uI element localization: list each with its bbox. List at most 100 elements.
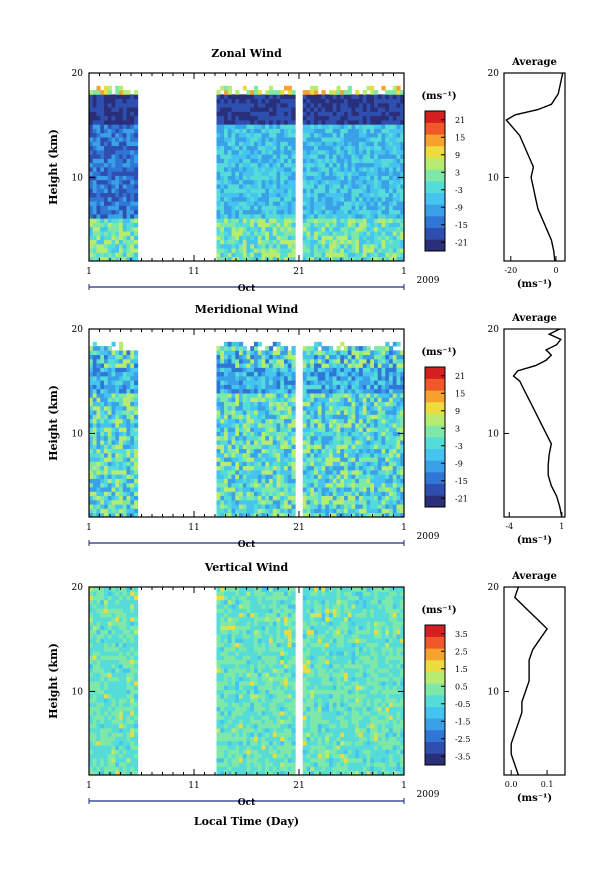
heatmap-cell <box>325 440 330 445</box>
heatmap-cell <box>231 448 236 454</box>
heatmap-cell <box>96 85 101 91</box>
heatmap-cell <box>321 448 326 454</box>
heatmap-cell <box>235 435 240 441</box>
heatmap-cell <box>100 239 105 245</box>
heatmap-cell <box>287 393 292 398</box>
heatmap-cell <box>317 388 322 394</box>
heatmap-cell <box>261 137 266 142</box>
heatmap-cell <box>130 435 135 441</box>
heatmap-cell <box>96 487 101 492</box>
heatmap-cell <box>115 171 120 176</box>
month-label: Oct <box>238 284 256 294</box>
heatmap-cell <box>340 226 345 232</box>
heatmap-cell <box>239 457 244 462</box>
heatmap-cell <box>250 431 255 437</box>
heatmap-cell <box>261 452 266 458</box>
heatmap-cell <box>280 248 285 253</box>
heatmap-cell <box>329 102 334 108</box>
heatmap-cell <box>381 410 386 415</box>
heatmap-cell <box>250 440 255 445</box>
heatmap-cell <box>126 512 131 518</box>
heatmap-cell <box>126 205 131 211</box>
heatmap-cell <box>385 179 390 185</box>
heatmap-cell <box>111 98 116 104</box>
heatmap-cell <box>100 158 105 164</box>
heatmap-cell <box>250 111 255 117</box>
heatmap-cell <box>265 141 270 147</box>
heatmap-cell <box>314 367 319 373</box>
heatmap-cell <box>377 491 382 497</box>
heatmap-cell <box>119 184 124 189</box>
heatmap-cell <box>362 179 367 185</box>
heatmap-cell <box>254 145 259 151</box>
heatmap-cell <box>344 111 349 117</box>
heatmap-cell <box>344 137 349 142</box>
heatmap-cell <box>321 226 326 232</box>
heatmap-cell <box>122 384 127 390</box>
heatmap-cell <box>261 367 266 373</box>
heatmap-cell <box>239 423 244 428</box>
heatmap-cell <box>321 214 326 219</box>
heatmap-cell <box>119 145 124 151</box>
heatmap-cell <box>291 478 296 484</box>
heatmap-cell <box>336 226 341 232</box>
heatmap-cell <box>374 393 379 398</box>
heatmap-cell <box>374 107 379 112</box>
heatmap-cell <box>216 491 221 497</box>
heatmap-cell <box>220 410 225 415</box>
heatmap-cell <box>347 85 352 91</box>
heatmap-cell <box>235 209 240 215</box>
heatmap-cell <box>272 132 277 138</box>
heatmap-cell <box>224 448 229 454</box>
heatmap-cell <box>96 371 101 377</box>
heatmap-cell <box>381 235 386 241</box>
heatmap-cell <box>242 231 247 236</box>
heatmap-cell <box>104 235 109 241</box>
heatmap-cell <box>89 209 94 215</box>
heatmap-cell <box>250 218 255 223</box>
heatmap-cell <box>392 367 397 373</box>
heatmap-cell <box>257 354 262 360</box>
heatmap-cell <box>126 444 131 450</box>
heatmap-cell <box>254 452 259 458</box>
heatmap-cell <box>280 102 285 108</box>
heatmap-cell <box>130 179 135 185</box>
heatmap-cell <box>231 154 236 159</box>
heatmap-cell <box>280 252 285 258</box>
heatmap-cell <box>396 256 401 262</box>
heatmap-cell <box>332 431 337 437</box>
heatmap-cell <box>272 201 277 206</box>
heatmap-cell <box>389 371 394 377</box>
heatmap-cell <box>220 141 225 147</box>
heatmap-cell <box>366 423 371 428</box>
heatmap-cell <box>261 205 266 211</box>
heatmap-cell <box>325 192 330 198</box>
heatmap-cell <box>314 341 319 347</box>
heatmap-cell <box>385 167 390 172</box>
heatmap-cell <box>366 214 371 219</box>
heatmap-cell <box>276 115 281 121</box>
heatmap-cell <box>336 457 341 462</box>
heatmap-cell <box>92 252 97 258</box>
heatmap-cell <box>284 346 289 351</box>
heatmap-cell <box>336 214 341 219</box>
heatmap-cell <box>287 222 292 228</box>
heatmap-cell <box>216 358 221 364</box>
heatmap-cell <box>359 482 364 488</box>
heatmap-cell <box>291 196 296 202</box>
heatmap-cell <box>359 184 364 189</box>
heatmap-cell <box>347 380 352 385</box>
heatmap-cell <box>250 401 255 407</box>
heatmap-cell <box>269 171 274 176</box>
heatmap-cell <box>246 158 251 164</box>
heatmap-cell <box>280 205 285 211</box>
heatmap-cell <box>329 423 334 428</box>
heatmap-cell <box>276 393 281 398</box>
heatmap-cell <box>366 418 371 424</box>
heatmap-cell <box>272 478 277 484</box>
heatmap-cell <box>227 504 232 509</box>
heatmap-cell <box>272 192 277 198</box>
heatmap-cell <box>227 440 232 445</box>
heatmap-cell <box>235 371 240 377</box>
heatmap-cell <box>280 499 285 505</box>
